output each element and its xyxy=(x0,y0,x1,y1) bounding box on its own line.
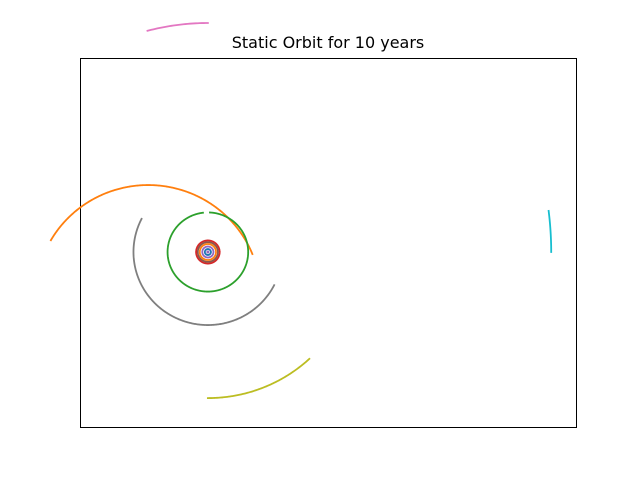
orbit-path-2-0 xyxy=(166,211,250,293)
orbit-path-7-0 xyxy=(132,217,276,326)
orbit-path-10-0 xyxy=(203,248,212,256)
orbit-path-1-1 xyxy=(49,184,254,256)
orbit-path-6-0 xyxy=(146,22,209,32)
orbit-path-1-0 xyxy=(198,243,217,261)
chart-title: Static Orbit for 10 years xyxy=(231,33,425,52)
sun-marker xyxy=(206,250,210,254)
orbit-path-9-0 xyxy=(547,209,553,253)
orbit-path-3-0 xyxy=(195,239,221,265)
orbit-path-4-0 xyxy=(201,245,215,259)
orbit-path-8-0 xyxy=(206,357,311,399)
axes-frame xyxy=(80,58,577,428)
orbit-paths xyxy=(49,22,553,399)
orbit-path-5-0 xyxy=(196,241,219,263)
